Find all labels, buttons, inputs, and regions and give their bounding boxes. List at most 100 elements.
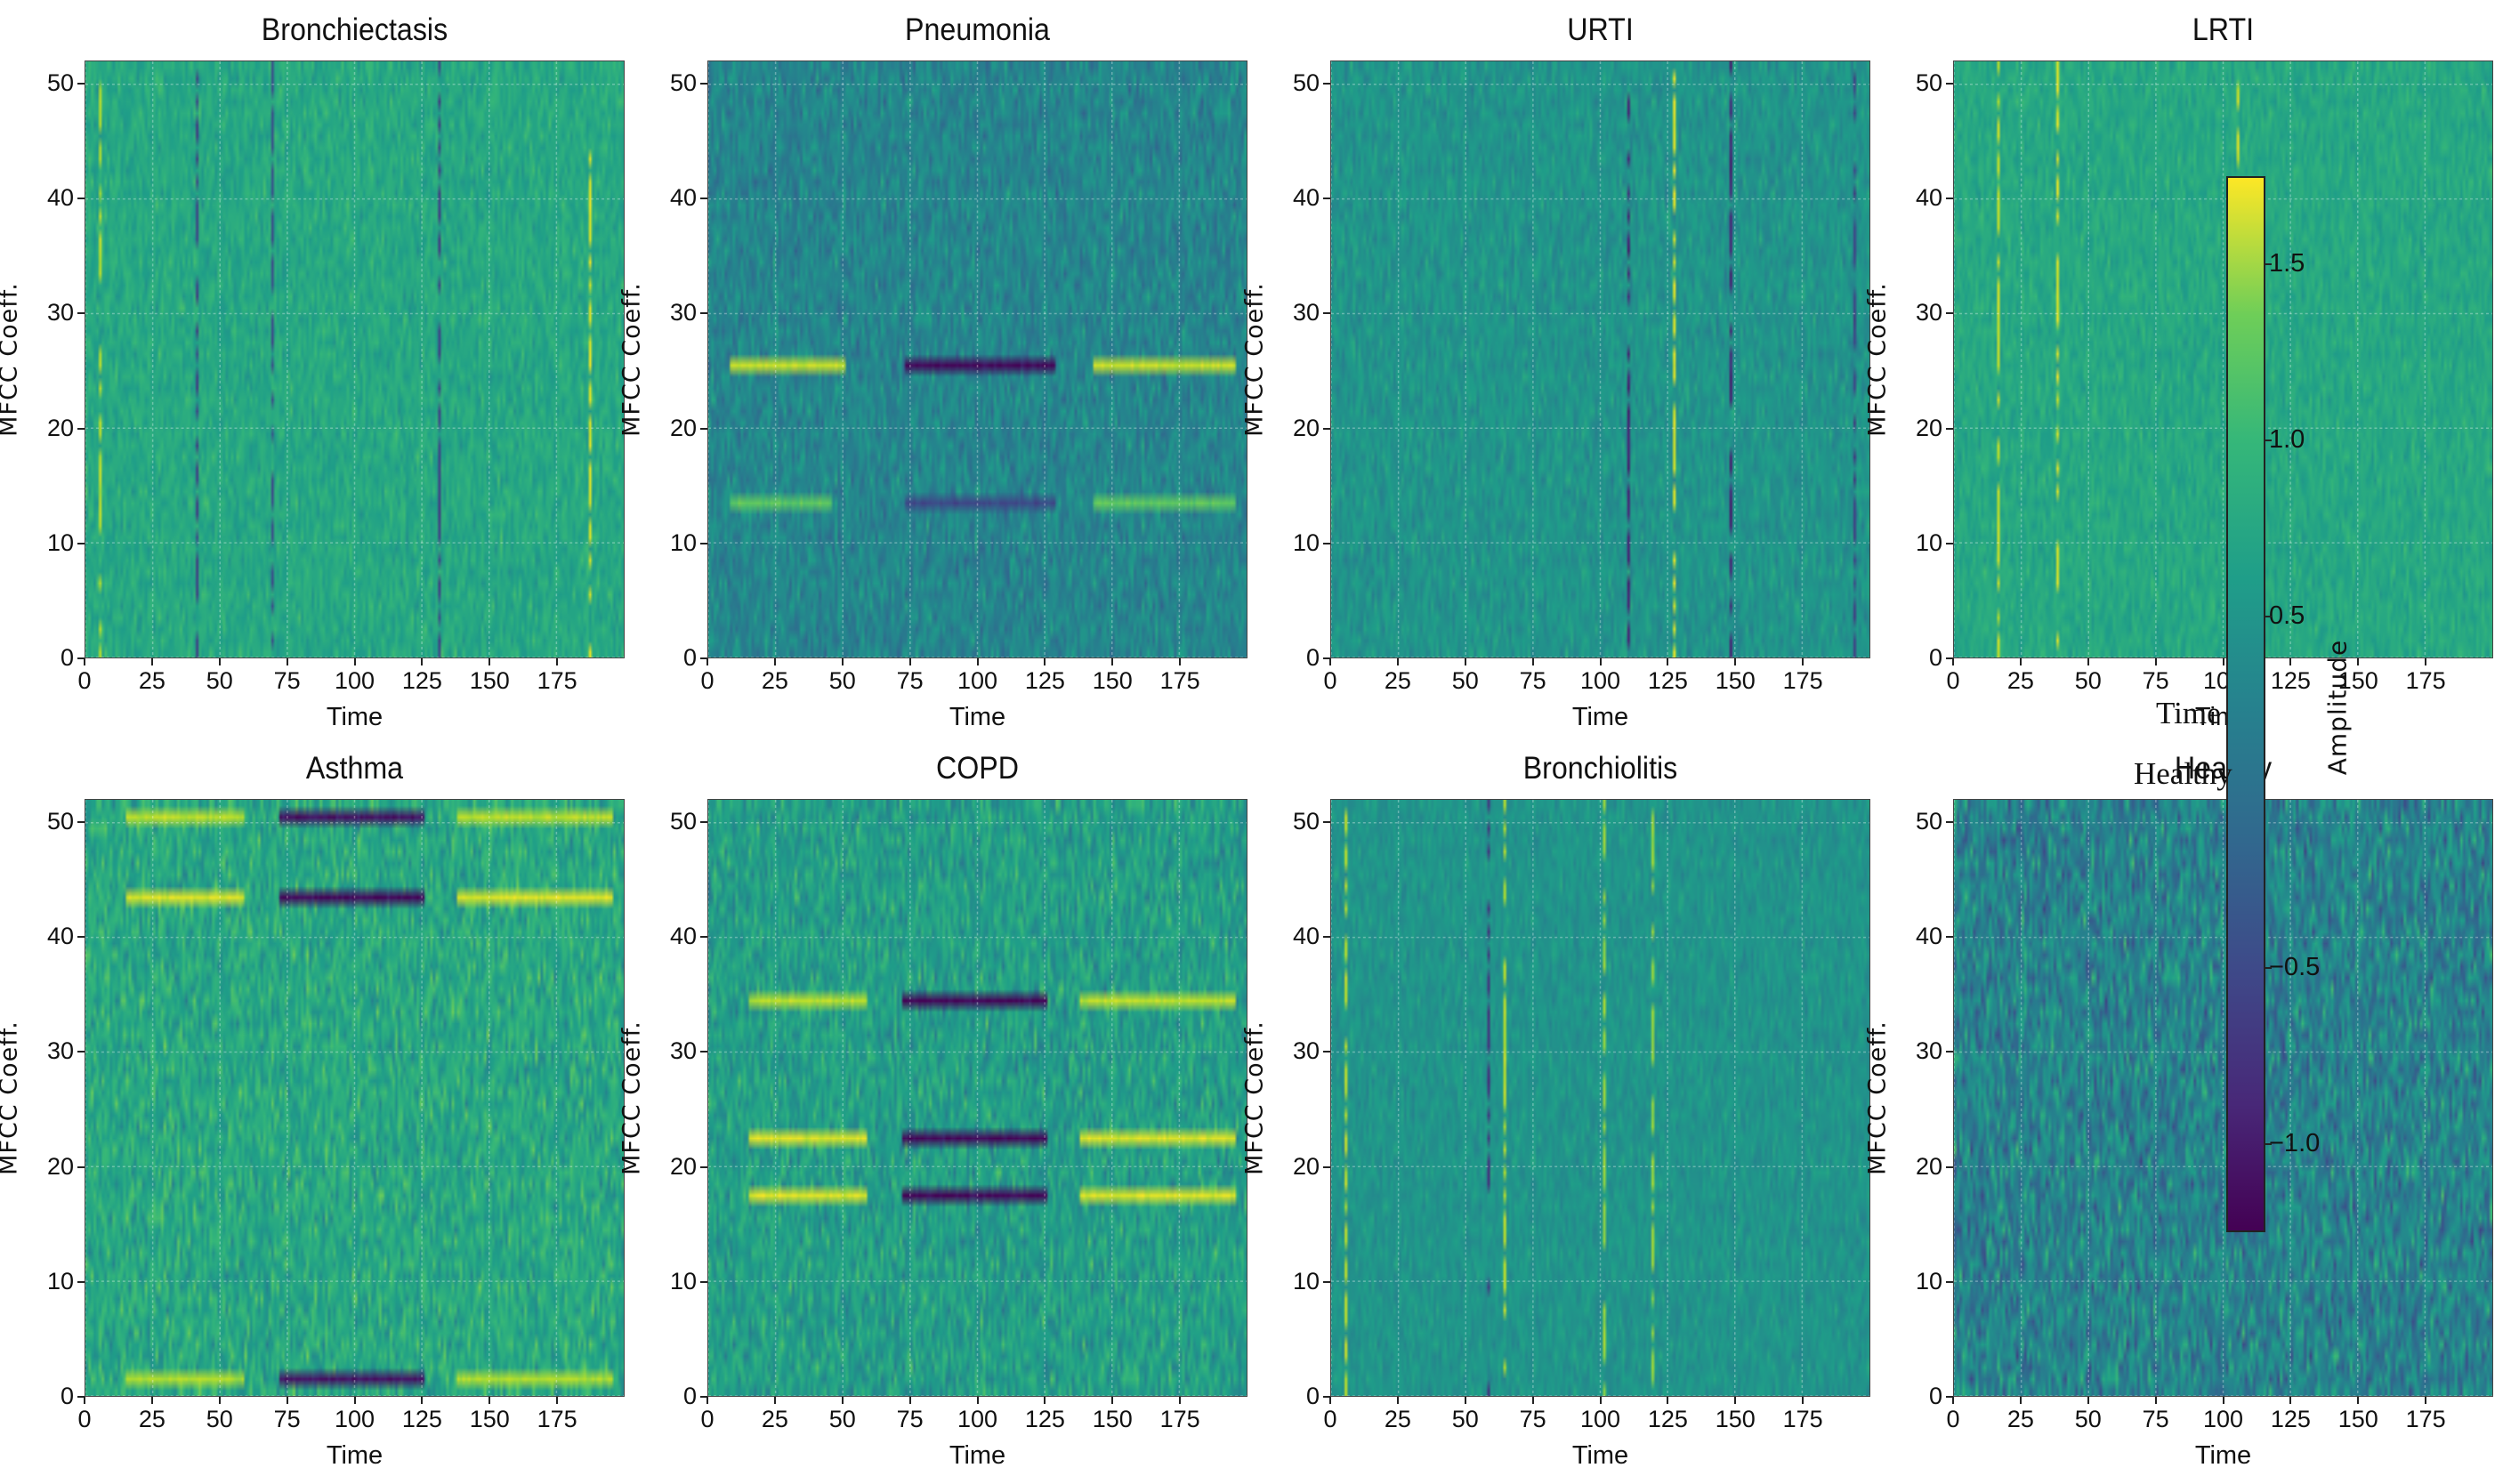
y-tick-mark [1946, 936, 1953, 939]
x-tick-mark [2019, 1397, 2022, 1404]
x-tick-label: 75 [896, 667, 924, 694]
x-tick-mark [1044, 1397, 1046, 1404]
y-tick-mark [77, 542, 85, 544]
x-tick-mark [488, 658, 491, 665]
x-tick-mark [773, 1397, 776, 1404]
y-tick-mark [1946, 1280, 1953, 1283]
y-tick-mark [1323, 1396, 1330, 1398]
y-tick-label: 20 [669, 1152, 697, 1180]
colorbar-tick-mark [2265, 262, 2272, 265]
x-tick-mark [353, 658, 356, 665]
colorbar-tick-mark [2265, 967, 2272, 970]
y-tick-label: 50 [669, 807, 697, 835]
y-tick-mark [700, 82, 707, 85]
y-tick-mark [1323, 1165, 1330, 1168]
x-tick-mark [1179, 658, 1182, 665]
y-tick-mark [77, 820, 85, 823]
y-tick-label: 30 [1292, 299, 1320, 327]
y-tick-mark [1946, 657, 1953, 659]
x-tick-mark [1179, 1397, 1182, 1404]
x-tick-mark [2222, 1397, 2224, 1404]
y-tick-mark [700, 820, 707, 823]
y-tick-label: 0 [1928, 1383, 1942, 1409]
panel-title: Bronchiolitis [1522, 751, 1678, 786]
y-tick-mark [700, 936, 707, 939]
x-tick-label: 0 [1946, 1406, 1960, 1432]
x-tick-label: 150 [1715, 667, 1756, 694]
x-tick-mark [1531, 1397, 1534, 1404]
y-tick-mark [700, 198, 707, 200]
x-tick-label: 175 [537, 1406, 577, 1432]
x-tick-mark [1734, 658, 1737, 665]
x-tick-mark [556, 658, 559, 665]
x-tick-label: 100 [334, 1406, 375, 1432]
x-tick-mark [706, 1397, 708, 1404]
x-tick-mark [2019, 658, 2022, 665]
x-tick-label: 150 [2337, 667, 2378, 694]
colorbar-tick-label: −1.0 [2269, 1129, 2321, 1158]
x-tick-mark [1111, 1397, 1114, 1404]
y-tick-mark [700, 312, 707, 315]
x-tick-mark [2357, 658, 2360, 665]
y-tick-label: 40 [669, 923, 697, 950]
x-tick-mark [353, 1397, 356, 1404]
x-tick-label: 0 [700, 1406, 715, 1432]
heatmap-plot [707, 799, 1247, 1397]
x-axis-label: Time [949, 1441, 1006, 1470]
panel-title: URTI [1567, 12, 1634, 47]
x-tick-mark [1531, 658, 1534, 665]
x-axis-label: Time [1571, 703, 1629, 731]
y-tick-mark [77, 1396, 85, 1398]
panel-asthma: Asthma 0 10 20 30 40 50 0 25 50 75 100 125 150 175 Time… [0, 738, 625, 1477]
y-tick-label: 0 [1305, 644, 1320, 671]
colorbar-tick-mark [2265, 615, 2272, 617]
heatmap-plot [85, 60, 625, 658]
y-tick-mark [700, 1280, 707, 1283]
y-tick-label: 0 [60, 644, 74, 671]
x-tick-label: 150 [1715, 1406, 1756, 1432]
x-tick-label: 125 [1647, 667, 1688, 694]
x-tick-mark [218, 1397, 221, 1404]
y-tick-mark [77, 936, 85, 939]
y-tick-mark [77, 427, 85, 430]
y-tick-label: 0 [60, 1383, 74, 1409]
y-tick-label: 40 [46, 184, 74, 212]
x-tick-mark [2087, 658, 2089, 665]
y-tick-label: 20 [1915, 1152, 1942, 1180]
x-tick-label: 75 [2142, 667, 2169, 694]
x-tick-mark [1599, 658, 1602, 665]
heatmap-plot [1953, 60, 2493, 658]
panel-lrti: LRTI 0 10 20 30 40 50 0 25 50 75 100 125 150 175 Time MF… [1864, 0, 2493, 738]
x-tick-mark [1329, 1397, 1331, 1404]
panel-pneumonia: Pneumonia 0 10 20 30 40 50 0 25 50 75 100 125 150 175 T… [618, 0, 1247, 738]
y-tick-label: 50 [1915, 807, 1942, 835]
y-tick-label: 30 [669, 1037, 697, 1065]
x-tick-mark [2154, 658, 2157, 665]
x-tick-label: 0 [700, 667, 715, 694]
x-tick-label: 25 [138, 1406, 166, 1432]
x-tick-mark [556, 1397, 559, 1404]
y-tick-label: 40 [669, 184, 697, 212]
y-tick-label: 20 [46, 1152, 74, 1180]
y-tick-mark [700, 427, 707, 430]
x-tick-mark [1667, 658, 1669, 665]
x-axis-label: Time [326, 703, 384, 731]
panel-title: Asthma [305, 751, 404, 786]
x-tick-mark [1111, 658, 1114, 665]
x-tick-mark [150, 658, 153, 665]
colorbar-tick-label: 1.0 [2269, 424, 2305, 454]
heatmap-cells [1954, 800, 2492, 1396]
x-tick-mark [2425, 658, 2427, 665]
y-tick-mark [700, 657, 707, 659]
x-tick-label: 50 [1451, 667, 1479, 694]
y-tick-mark [1323, 427, 1330, 430]
x-tick-mark [1952, 658, 1954, 665]
colorbar-tick-label: 0.5 [2269, 601, 2305, 630]
x-tick-mark [1802, 1397, 1804, 1404]
y-tick-mark [1323, 936, 1330, 939]
x-tick-label: 25 [761, 667, 788, 694]
y-tick-label: 50 [46, 807, 74, 835]
x-tick-mark [84, 1397, 85, 1404]
overlay-healthy-label: Healthy [2134, 756, 2232, 791]
x-tick-label: 75 [1519, 667, 1546, 694]
